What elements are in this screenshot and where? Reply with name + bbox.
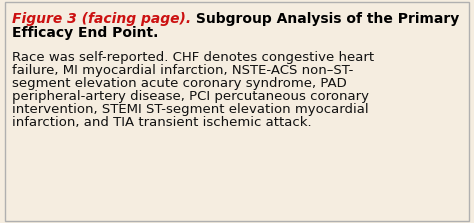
- FancyBboxPatch shape: [5, 2, 469, 221]
- Text: intervention, STEMI ST-segment elevation myocardial: intervention, STEMI ST-segment elevation…: [12, 103, 369, 116]
- Text: Race was self-reported. CHF denotes congestive heart: Race was self-reported. CHF denotes cong…: [12, 51, 374, 64]
- Text: Figure 3 (facing page).: Figure 3 (facing page).: [12, 12, 191, 26]
- Text: Subgroup Analysis of the Primary: Subgroup Analysis of the Primary: [191, 12, 459, 26]
- Text: Efficacy End Point.: Efficacy End Point.: [12, 26, 158, 40]
- Text: failure, MI myocardial infarction, NSTE-ACS non–ST-: failure, MI myocardial infarction, NSTE-…: [12, 64, 354, 77]
- Text: infarction, and TIA transient ischemic attack.: infarction, and TIA transient ischemic a…: [12, 116, 311, 129]
- Text: peripheral-artery disease, PCI percutaneous coronary: peripheral-artery disease, PCI percutane…: [12, 90, 369, 103]
- Text: segment elevation acute coronary syndrome, PAD: segment elevation acute coronary syndrom…: [12, 77, 347, 90]
